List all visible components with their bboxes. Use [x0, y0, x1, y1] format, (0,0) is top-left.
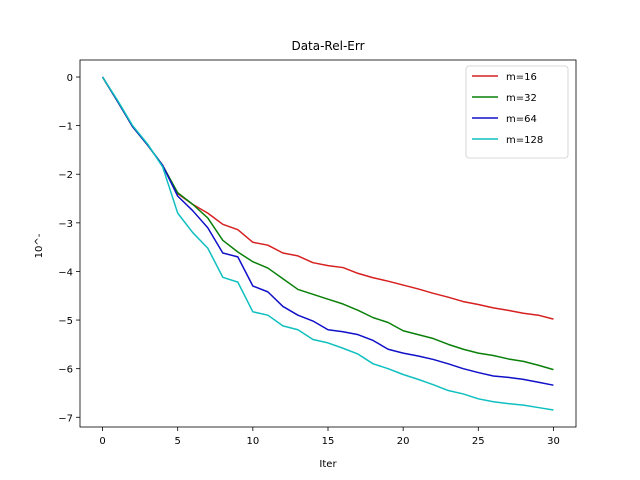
series-line-1	[101, 76, 554, 320]
series-line-4	[101, 76, 554, 411]
legend: m=16 m=32 m=64 m=128	[465, 65, 569, 159]
y-axis-label: 10^-	[34, 233, 45, 258]
legend-label: m=32	[506, 93, 537, 104]
x-tick-label: 10	[246, 436, 259, 447]
legend-box	[465, 65, 569, 159]
legend-label: m=64	[506, 114, 537, 125]
plot-area	[101, 76, 554, 411]
x-tick-label: 0	[99, 436, 105, 447]
y-tick-label: −5	[58, 316, 73, 327]
series-line-2	[101, 76, 554, 371]
x-axis-label: Iter	[319, 459, 337, 470]
y-tick-label: −1	[58, 122, 73, 133]
y-tick-label: −3	[58, 219, 73, 230]
x-tick-label: 5	[175, 436, 181, 447]
y-tick-label: −6	[58, 365, 73, 376]
x-tick-label: 25	[472, 436, 485, 447]
legend-label: m=128	[506, 135, 543, 146]
chart-title: Data-Rel-Err	[291, 39, 364, 53]
x-tick-label: 20	[397, 436, 410, 447]
x-tick-label: 15	[322, 436, 335, 447]
series-line-3	[101, 76, 554, 386]
x-tick-label: 30	[547, 436, 560, 447]
y-tick-label: −4	[58, 267, 73, 278]
y-tick-label: 0	[67, 73, 73, 84]
y-tick-label: −7	[58, 413, 73, 424]
legend-label: m=16	[506, 72, 537, 83]
axes: 0 5 10 15 20 25 30 0 −1 −2 −3 −4 −5 −6 −7	[58, 59, 577, 447]
y-tick-label: −2	[58, 170, 73, 181]
